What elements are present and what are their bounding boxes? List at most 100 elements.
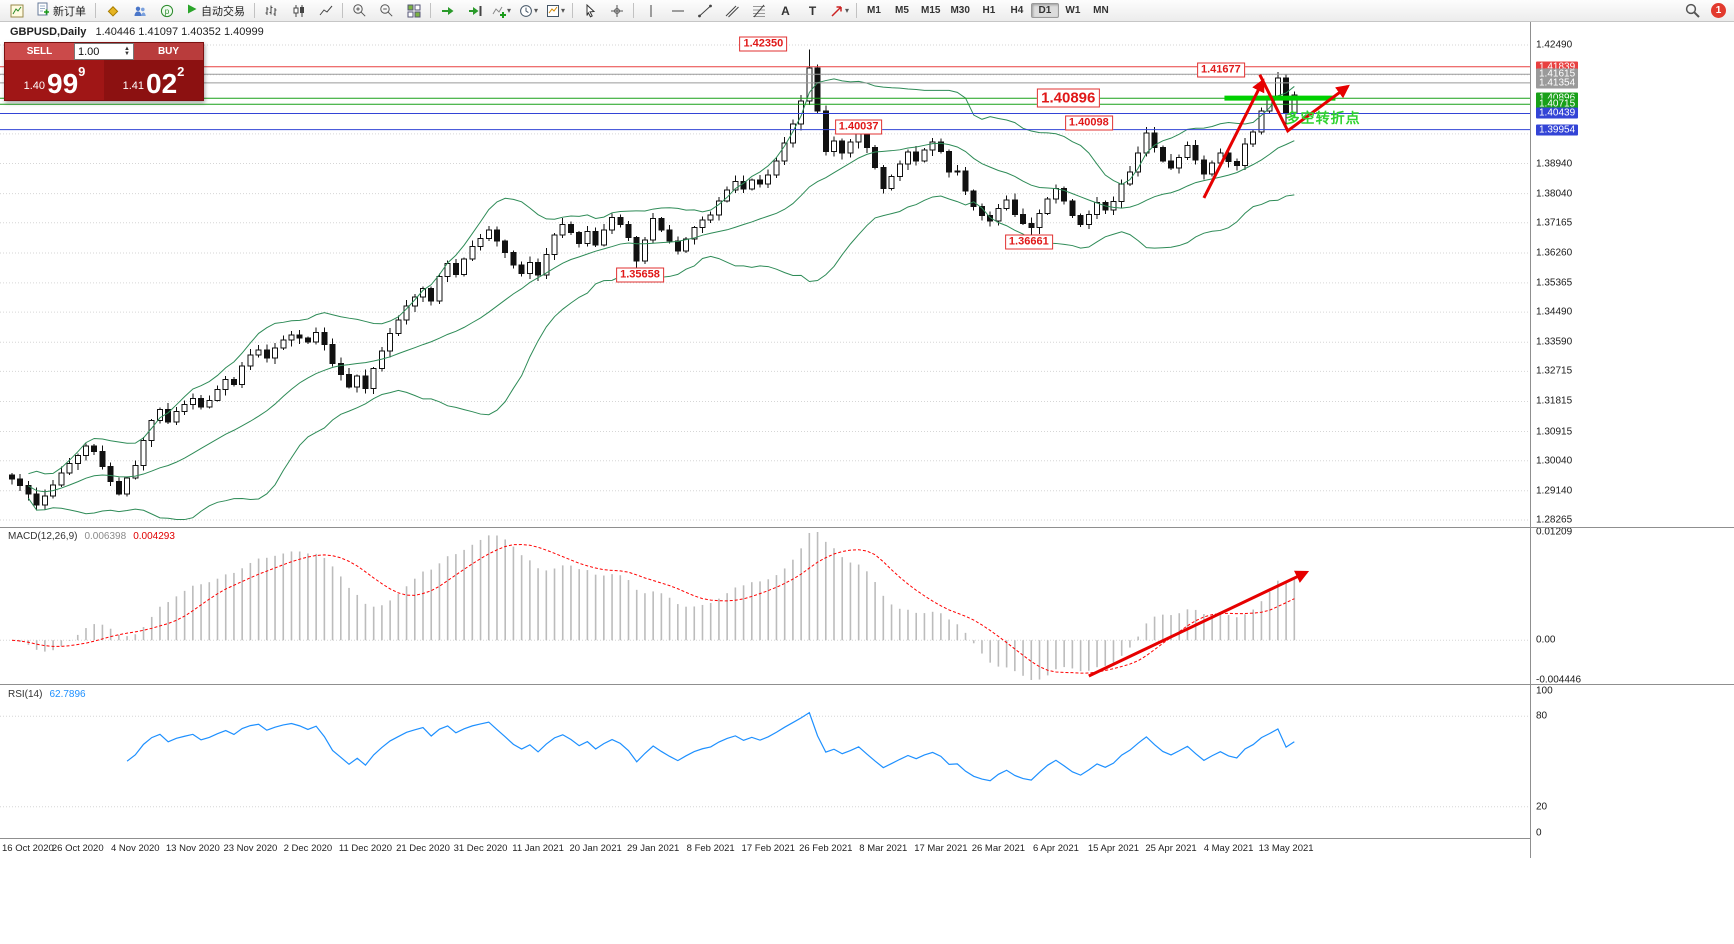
rsi-name: RSI(14) [8,689,43,700]
hline-icon[interactable] [664,1,691,21]
trendline-icon[interactable] [691,1,718,21]
fibonacci-icon[interactable] [745,1,772,21]
text-icon[interactable]: A [781,3,790,18]
templates-dropdown[interactable]: ▾ [542,1,569,21]
chevron-down-icon: ▾ [560,6,565,15]
autotrade-button[interactable]: 自动交易 [180,1,251,21]
timeframe-button-m15[interactable]: M15 [921,5,941,16]
buy-price-sup: 2 [177,64,185,79]
buy-price-big: 02 [146,68,178,100]
rsi-line [126,711,1295,782]
toolbar-separator [95,3,96,18]
trade-prices-row: 1.40 99 9 1.41 02 2 [5,60,203,100]
community-icon[interactable] [126,1,153,21]
date-label: 4 May 2021 [1203,843,1254,854]
indicators-dropdown[interactable]: ▾ [488,1,515,21]
channel-icon[interactable] [718,1,745,21]
timeframe-button-mn[interactable]: MN [1093,5,1109,16]
price-axis-label: 1.28265 [1536,514,1573,526]
toolbar-right-group: 1 [1679,1,1731,21]
timeframe-button-w1[interactable]: W1 [1065,5,1081,16]
date-label: 25 Apr 2021 [1145,843,1197,854]
arrows-dropdown[interactable]: ▾ [826,1,853,21]
price-callout[interactable]: 1.36661 [1004,234,1053,250]
price-axis-label: 1.38040 [1536,188,1573,200]
price-callout[interactable]: 1.42350 [739,36,788,52]
date-label: 31 Dec 2020 [453,843,508,854]
turning-point-text[interactable]: 多空转折点 [1285,110,1361,127]
mql5-icon[interactable] [99,1,126,21]
candles [9,49,1298,511]
crosshair-icon[interactable] [603,1,630,21]
search-icon[interactable] [1679,1,1706,21]
zoom-in-icon[interactable] [346,1,373,21]
label-icon[interactable]: T [808,3,817,18]
notification-badge[interactable]: 1 [1711,3,1726,18]
rsi-scale-label: 0 [1536,827,1542,839]
price-axis-label: 1.32715 [1536,365,1573,377]
auto-scroll-icon[interactable] [434,1,461,21]
price-axis[interactable]: 1.42490 1.38940 1.38040 1.37165 1.36260 1.353… [1530,22,1734,858]
macd-main-value: 0.006398 [84,531,127,542]
date-label: 13 May 2021 [1258,843,1314,854]
cursor-icon[interactable] [576,1,603,21]
date-label: 26 Feb 2021 [799,843,853,854]
timeframe-button-m1[interactable]: M1 [867,5,881,16]
candlestick-icon[interactable] [285,1,312,21]
toolbar: 新订单 p 自动交易 ▾ ▾ ▾ A T ▾ M1 M5 M15 M30 H1 H4 D1 W1 MN 1 [0,0,1734,22]
date-label: 17 Mar 2021 [914,843,968,854]
price-axis-label: 1.29140 [1536,485,1573,497]
rsi-indicator-label: RSI(14) 62.7896 [8,689,86,700]
price-callout[interactable]: 1.40098 [1064,115,1113,131]
line-chart-icon[interactable] [312,1,339,21]
buy-price[interactable]: 1.41 02 2 [104,60,203,100]
date-label: 8 Feb 2021 [686,843,735,854]
zoom-out-icon[interactable] [373,1,400,21]
vline-icon[interactable] [637,1,664,21]
date-label: 21 Dec 2020 [396,843,450,854]
timeframe-button-h4[interactable]: H4 [1010,5,1024,16]
date-label: 26 Mar 2021 [971,843,1026,854]
macd-objects[interactable] [1088,570,1310,678]
autotrade-icon [186,3,198,18]
timeframe-button-h1[interactable]: H1 [982,5,996,16]
new-order-button[interactable]: 新订单 [30,1,92,21]
trend-arrow [1202,78,1265,199]
price-callout[interactable]: 1.40896 [1037,88,1100,108]
rsi-series [126,711,1295,782]
new-chart-icon[interactable] [3,1,30,21]
price-axis-label: 1.42490 [1536,39,1573,51]
volume-down-icon[interactable]: ▼ [124,50,130,57]
price-line-label: 1.40715 [1536,98,1579,110]
sell-price[interactable]: 1.40 99 9 [5,60,104,100]
sell-price-sup: 9 [78,64,86,79]
chart-objects[interactable] [1202,74,1350,199]
price-callout[interactable]: 1.41677 [1196,62,1245,78]
buy-button[interactable]: BUY [134,43,203,60]
volume-up-icon[interactable]: ▲ [124,45,130,52]
toolbar-separator [572,3,573,18]
price-callout[interactable]: 1.35658 [616,267,664,283]
chart-shift-icon[interactable] [461,1,488,21]
macd-trend-arrow [1088,570,1310,678]
timeframe-button-m30[interactable]: M30 [950,5,970,16]
macd-signal-value: 0.004293 [133,531,175,542]
sell-button[interactable]: SELL [5,43,74,60]
time-axis[interactable]: 16 Oct 2020 26 Oct 2020 4 Nov 2020 13 Nov 2… [0,838,1734,859]
pane-splitter-macd[interactable] [0,527,1734,532]
price-callout[interactable]: 1.40037 [834,119,883,135]
price-line-label: 1.40896 [1536,92,1579,104]
chevron-down-icon: ▾ [506,6,511,15]
bar-chart-icon[interactable] [258,1,285,21]
pane-splitter-rsi[interactable] [0,684,1734,689]
date-label: 29 Jan 2021 [627,843,680,854]
market-icon[interactable]: p [153,1,180,21]
timeframe-button-m5[interactable]: M5 [895,5,909,16]
timeframe-button-d1[interactable]: D1 [1030,3,1059,18]
zigzag-arrow [1258,74,1350,134]
volume-steppers[interactable]: ▲ ▼ [124,45,130,57]
volume-field[interactable]: 1.00 ▲ ▼ [74,43,134,60]
periods-dropdown[interactable]: ▾ [515,1,542,21]
tile-windows-icon[interactable] [400,1,427,21]
